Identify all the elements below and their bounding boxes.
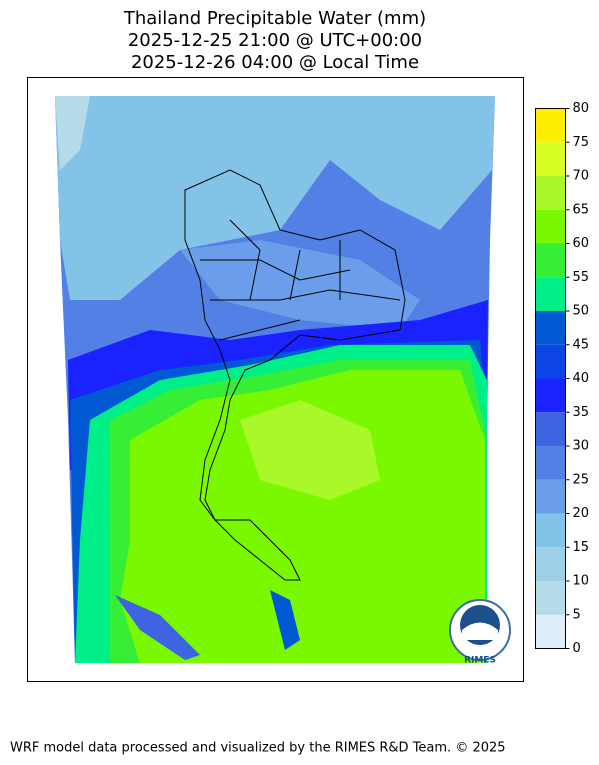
colorbar-segment — [535, 108, 566, 143]
colorbar-segment — [535, 311, 566, 345]
colorbar-tick-label: 45 — [573, 337, 590, 352]
map-field — [55, 96, 495, 663]
colorbar-frame — [535, 108, 566, 649]
colorbar-tick-label: 5 — [573, 607, 581, 622]
colorbar-segment — [535, 614, 566, 649]
colorbar-segment — [535, 176, 566, 210]
colorbar-tick-label: 60 — [573, 236, 590, 251]
colorbar-segment — [535, 142, 566, 176]
colorbar-segment — [535, 581, 566, 615]
colorbar-segment — [535, 209, 566, 244]
colorbar-segment — [535, 547, 566, 581]
colorbar-tick-label: 0 — [573, 641, 581, 656]
footer: WRF model data processed and visualized … — [10, 741, 506, 756]
title-line: 2025-12-25 21:00 @ UTC+00:00 — [128, 30, 422, 51]
colorbar-tick-label: 70 — [573, 169, 590, 184]
colorbar-tick-label: 30 — [573, 439, 590, 454]
colorbar-segment — [535, 446, 566, 480]
colorbar-tick-label: 35 — [573, 405, 590, 420]
colorbar-tick-label: 55 — [573, 270, 590, 285]
logo: RIMES — [449, 599, 511, 666]
colorbar-segment — [535, 412, 566, 446]
colorbar-tick-label: 65 — [573, 202, 590, 217]
colorbar-segment — [535, 344, 566, 379]
title-line: 2025-12-26 04:00 @ Local Time — [131, 52, 419, 73]
colorbar-tick-label: 75 — [573, 135, 590, 150]
colorbar-tick-label: 40 — [573, 371, 590, 386]
colorbar-tick-label: 25 — [573, 472, 590, 487]
colorbar-segment — [535, 277, 566, 311]
colorbar-segment — [535, 378, 566, 413]
colorbar: 0 5 10 15 20 25 30 35 40 45 50 55 60 65 70 75 80 — [535, 101, 590, 656]
title-line: Thailand Precipitable Water (mm) — [123, 8, 426, 29]
colorbar-segment — [535, 479, 566, 514]
logo-text: RIMES — [464, 656, 496, 666]
colorbar-tick-label: 20 — [573, 506, 590, 521]
colorbar-tick-label: 80 — [573, 101, 590, 116]
country-borders — [184, 169, 406, 581]
colorbar-tick-label: 10 — [573, 574, 590, 589]
colorbar-segment — [535, 513, 566, 548]
colorbar-segment — [535, 243, 566, 278]
colorbar-tick-label: 50 — [573, 304, 590, 319]
colorbar-tick-label: 15 — [573, 540, 590, 555]
